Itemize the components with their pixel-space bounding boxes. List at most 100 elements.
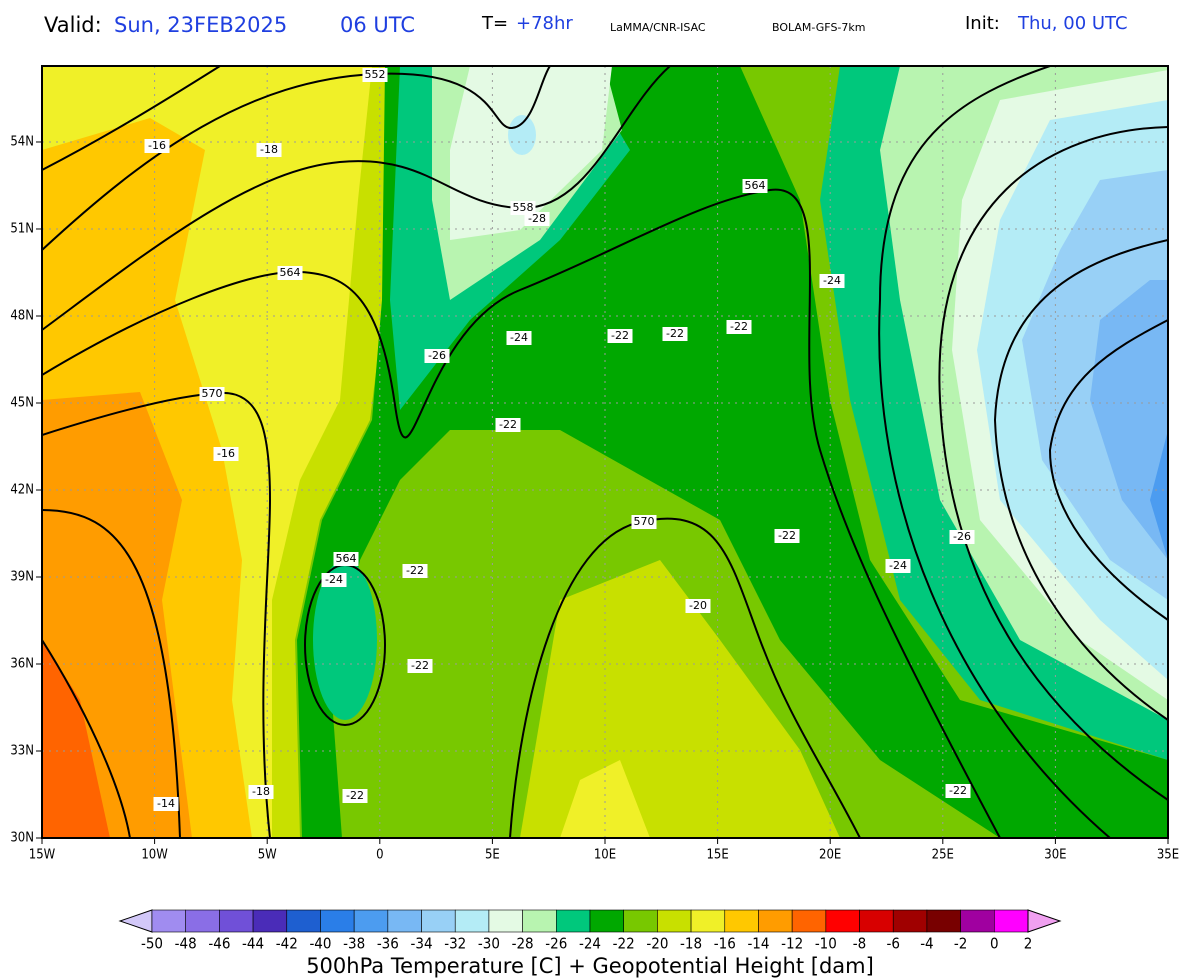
label-box	[213, 447, 239, 461]
field	[1150, 430, 1168, 560]
valid-label: Valid:	[44, 13, 102, 37]
contour-label: -22	[730, 320, 748, 333]
colorbar-box	[859, 909, 894, 933]
colorbar-label: -36	[377, 935, 399, 953]
colorbar-label: -18	[680, 935, 702, 953]
colorbar-box	[791, 909, 827, 933]
label-box	[362, 68, 388, 82]
colorbar: -50 -48 -46 -44 -42 -40 -38 -36 -34 -32 -30 -28 -26-…	[118, 909, 1062, 953]
contour	[1048, 319, 1168, 621]
colorbar-box	[724, 909, 759, 933]
field	[42, 640, 110, 838]
colorbar-title: 500hPa Temperature [C] + Geopotential He…	[306, 954, 874, 978]
map: 552 -16 -18 558-28 564 564 -24 -26 -24 -22 -22 -22 5…	[42, 66, 1168, 838]
label-box	[945, 784, 971, 798]
contour-label: -22	[666, 327, 684, 340]
y-tick-label: 33N	[10, 743, 34, 758]
contour-label: 552	[365, 68, 386, 81]
colorbar-box	[151, 909, 186, 933]
contour-label: 570	[634, 515, 655, 528]
label-box	[333, 552, 359, 566]
colorbar-end	[1027, 909, 1062, 933]
colorbar-label: -2	[954, 935, 967, 953]
x-tick-label: 5W	[258, 848, 277, 863]
x-tick-label: 5E	[485, 848, 500, 863]
contour	[938, 126, 1168, 801]
label-box	[424, 349, 450, 363]
y-tick-label: 48N	[10, 308, 34, 323]
contour-label: 564	[336, 552, 357, 565]
y-tick-label: 30N	[10, 831, 34, 846]
contour-label: -16	[217, 447, 235, 460]
y-tick-label: 39N	[10, 569, 34, 584]
x-tick-label: 25E	[932, 848, 954, 863]
contour	[42, 66, 221, 171]
colorbar-box	[994, 909, 1029, 933]
label-box	[885, 559, 911, 573]
colorbar-box	[892, 909, 928, 933]
x-tick-label: 35E	[1157, 848, 1179, 863]
label-box	[506, 331, 532, 345]
colorbar-label: -38	[343, 935, 365, 953]
colorbar-box	[825, 909, 860, 933]
label-box	[342, 789, 368, 803]
colorbar-box	[320, 909, 355, 933]
colorbar-label: -30	[478, 935, 500, 953]
colorbar-box	[219, 909, 254, 933]
colorbar-label: -50	[141, 935, 163, 953]
field	[313, 560, 377, 720]
colorbar-box	[286, 909, 321, 933]
contour-label: 570	[202, 387, 223, 400]
colorbar-box	[387, 909, 422, 933]
colorbar-label: -6	[886, 935, 899, 953]
field	[560, 760, 650, 838]
colorbar-box	[353, 909, 389, 933]
y-tick-label: 36N	[10, 656, 34, 671]
label-box	[153, 797, 179, 811]
contour-label: -22	[611, 329, 629, 342]
contour	[509, 517, 861, 838]
colorbar-label: -28	[512, 935, 534, 953]
y-tick-label: 45N	[10, 395, 34, 410]
colorbar-label: -24	[579, 935, 601, 953]
contour	[42, 66, 671, 331]
lead-label: T=	[481, 13, 508, 34]
colorbar-label: -16	[714, 935, 736, 953]
contour-label: 564	[280, 266, 301, 279]
label-box	[662, 327, 688, 341]
contour-label: -16	[148, 139, 166, 152]
contour	[42, 509, 181, 838]
colorbar-box	[960, 909, 995, 933]
contour-label: -22	[346, 789, 364, 802]
contour-label: -24	[823, 274, 841, 287]
contour-label: -26	[428, 349, 446, 362]
contour-label: -22	[499, 418, 517, 431]
colorbar-box	[488, 909, 523, 933]
x-tick-label: 10E	[594, 848, 616, 863]
label-box	[407, 659, 433, 673]
contour-label: -18	[260, 143, 278, 156]
label-box	[248, 785, 274, 799]
label-box	[256, 143, 282, 157]
colorbar-box	[926, 909, 961, 933]
colorbar-label: -10	[815, 935, 837, 953]
source: LaMMA/CNR-ISAC	[610, 21, 706, 34]
colorbar-label: -44	[242, 935, 264, 953]
colorbar-box	[690, 909, 726, 933]
label-box	[774, 529, 800, 543]
contour-labels: 552 -16 -18 558-28 564 564 -24 -26 -24 -22 -22 -22 5…	[144, 68, 975, 811]
field	[520, 560, 840, 838]
init-label: Init:	[965, 13, 1000, 34]
label-box	[199, 387, 225, 401]
label-box	[495, 418, 521, 432]
contour-label: -22	[949, 784, 967, 797]
label-box	[726, 320, 752, 334]
label-box	[402, 564, 428, 578]
contour-label: 564	[745, 179, 766, 192]
colorbar-box	[454, 909, 490, 933]
label-box	[685, 599, 711, 613]
colorbar-label: -46	[208, 935, 230, 953]
colorbar-box	[556, 909, 591, 933]
init: Thu, 00 UTC	[1017, 13, 1128, 34]
